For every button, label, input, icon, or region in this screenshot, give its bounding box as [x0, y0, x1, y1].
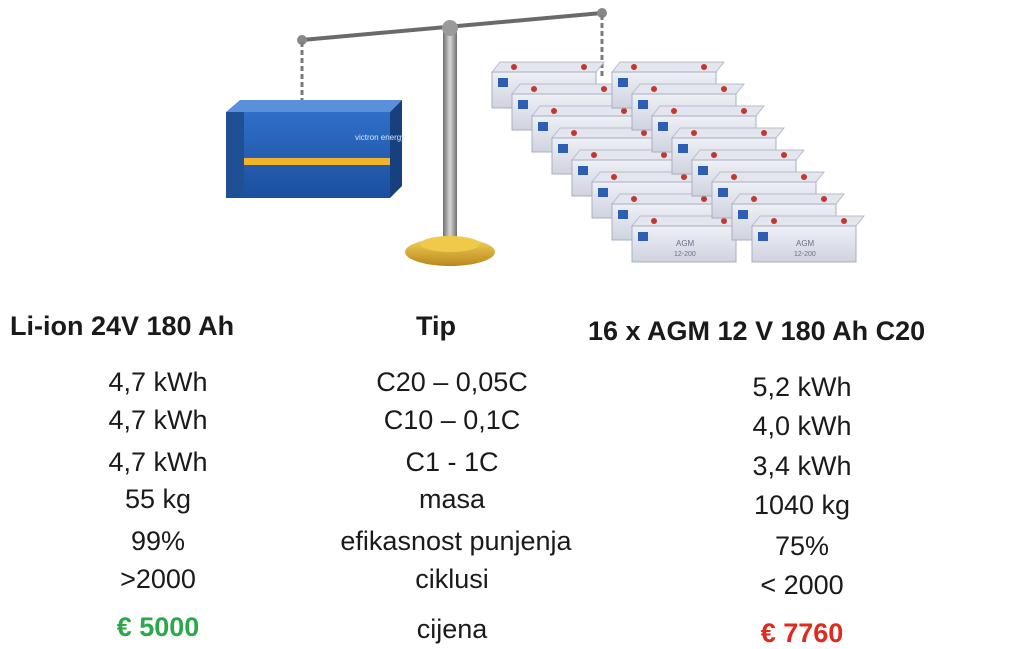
type-header: Tip	[416, 311, 456, 341]
agm-battery-icon: AGM 12-200	[750, 215, 866, 263]
liion-value-c10: 4,7 kWh	[108, 405, 208, 435]
type-label-cycles: ciklusi	[415, 564, 489, 594]
type-label-c10: C10 – 0,1C	[383, 405, 521, 435]
liion-value-mass: 55 kg	[124, 484, 192, 514]
liion-header: Li-ion 24V 180 Ah	[10, 311, 235, 341]
agm-header: 16 x AGM 12 V 180 Ah C20	[588, 316, 926, 346]
agm-price: € 7760	[760, 618, 844, 648]
balance-scale-illustration: victron energy AGM 12-200 AGM 12-200	[226, 8, 866, 266]
liion-value-cycles: >2000	[120, 564, 196, 594]
agm-value-efficiency: 75%	[774, 531, 830, 561]
svg-text:AGM: AGM	[796, 239, 815, 248]
liion-battery-image: victron energy	[226, 100, 405, 198]
svg-text:12-200: 12-200	[674, 251, 696, 258]
agm-value-mass: 1040 kg	[753, 490, 851, 520]
svg-text:12-200: 12-200	[794, 251, 816, 258]
type-label-price: cijena	[416, 614, 488, 644]
liion-price: € 5000	[116, 612, 200, 642]
agm-battery-icon: AGM 12-200	[630, 215, 746, 263]
type-label-c20: C20 – 0,05C	[376, 367, 528, 397]
type-label-efficiency: efikasnost punjenja	[340, 526, 572, 556]
agm-value-c1: 3,4 kWh	[752, 451, 852, 481]
agm-value-c10: 4,0 kWh	[752, 411, 852, 441]
type-label-c1: C1 - 1C	[405, 447, 499, 477]
liion-value-c1: 4,7 kWh	[108, 447, 208, 477]
liion-value-c20: 4,7 kWh	[108, 367, 208, 397]
type-label-mass: masa	[418, 484, 486, 514]
liion-brand-text: victron energy	[355, 133, 405, 142]
agm-value-cycles: < 2000	[760, 570, 844, 600]
agm-value-c20: 5,2 kWh	[752, 372, 852, 402]
liion-value-efficiency: 99%	[130, 526, 186, 556]
svg-text:AGM: AGM	[676, 239, 695, 248]
agm-battery-stack-image: AGM 12-200 AGM 12-200	[490, 61, 866, 263]
